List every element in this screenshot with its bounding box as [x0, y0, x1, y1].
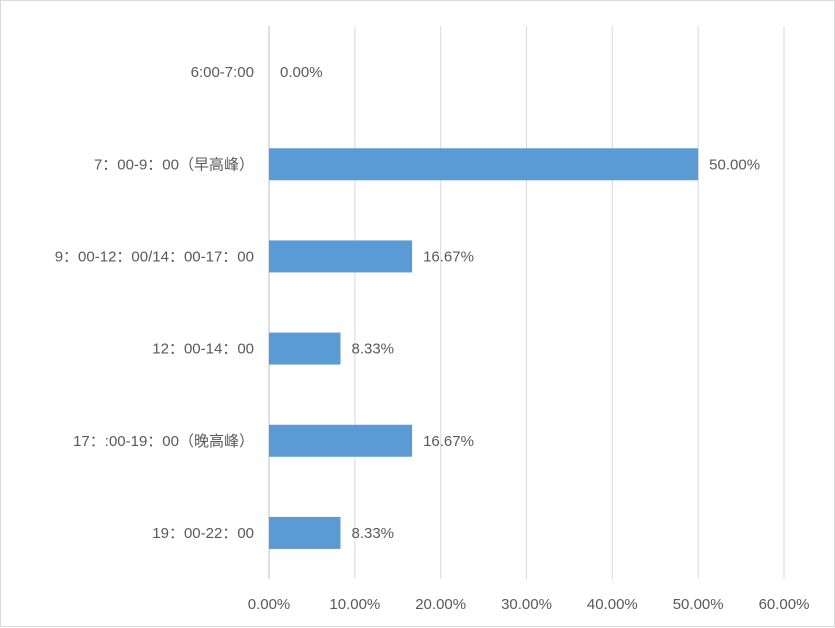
data-label: 0.00% — [280, 64, 323, 81]
category-label: 6:00-7:00 — [191, 64, 254, 81]
bar — [269, 240, 413, 273]
bar — [269, 516, 341, 549]
x-tick-label: 50.00% — [673, 596, 724, 613]
x-tick-label: 30.00% — [501, 596, 552, 613]
category-label: 9：00-12：00/14：00-17：00 — [55, 248, 254, 265]
category-label: 19：00-22：00 — [152, 525, 254, 542]
category-label: 12：00-14：00 — [152, 341, 254, 358]
gridlines — [268, 26, 785, 579]
data-label: 16.67% — [423, 433, 474, 450]
data-label: 8.33% — [351, 525, 394, 542]
data-label: 16.67% — [423, 248, 474, 265]
bars — [269, 148, 699, 549]
x-tick-label: 60.00% — [759, 596, 810, 613]
bar — [269, 148, 699, 181]
x-tick-label: 40.00% — [587, 596, 638, 613]
data-label: 50.00% — [709, 156, 760, 173]
x-tick-label: 20.00% — [415, 596, 466, 613]
bar — [269, 332, 341, 365]
bar — [269, 424, 413, 457]
x-tick-label: 10.00% — [329, 596, 380, 613]
category-label: 7：00-9：00（早高峰） — [94, 156, 254, 173]
category-label: 17：:00-19：00（晚高峰） — [73, 433, 254, 450]
category-labels: 6:00-7:00 7：00-9：00（早高峰） 9：00-12：00/14：00-… — [55, 64, 254, 542]
x-tick-labels: 0.00% 10.00% 20.00% 30.00% 40.00% 50.00% 60.00… — [248, 596, 810, 613]
data-labels: 0.00% 50.00% 16.67% 8.33% 16.67% 8.33% — [280, 64, 760, 542]
data-label: 8.33% — [351, 341, 394, 358]
x-tick-label: 0.00% — [248, 596, 291, 613]
